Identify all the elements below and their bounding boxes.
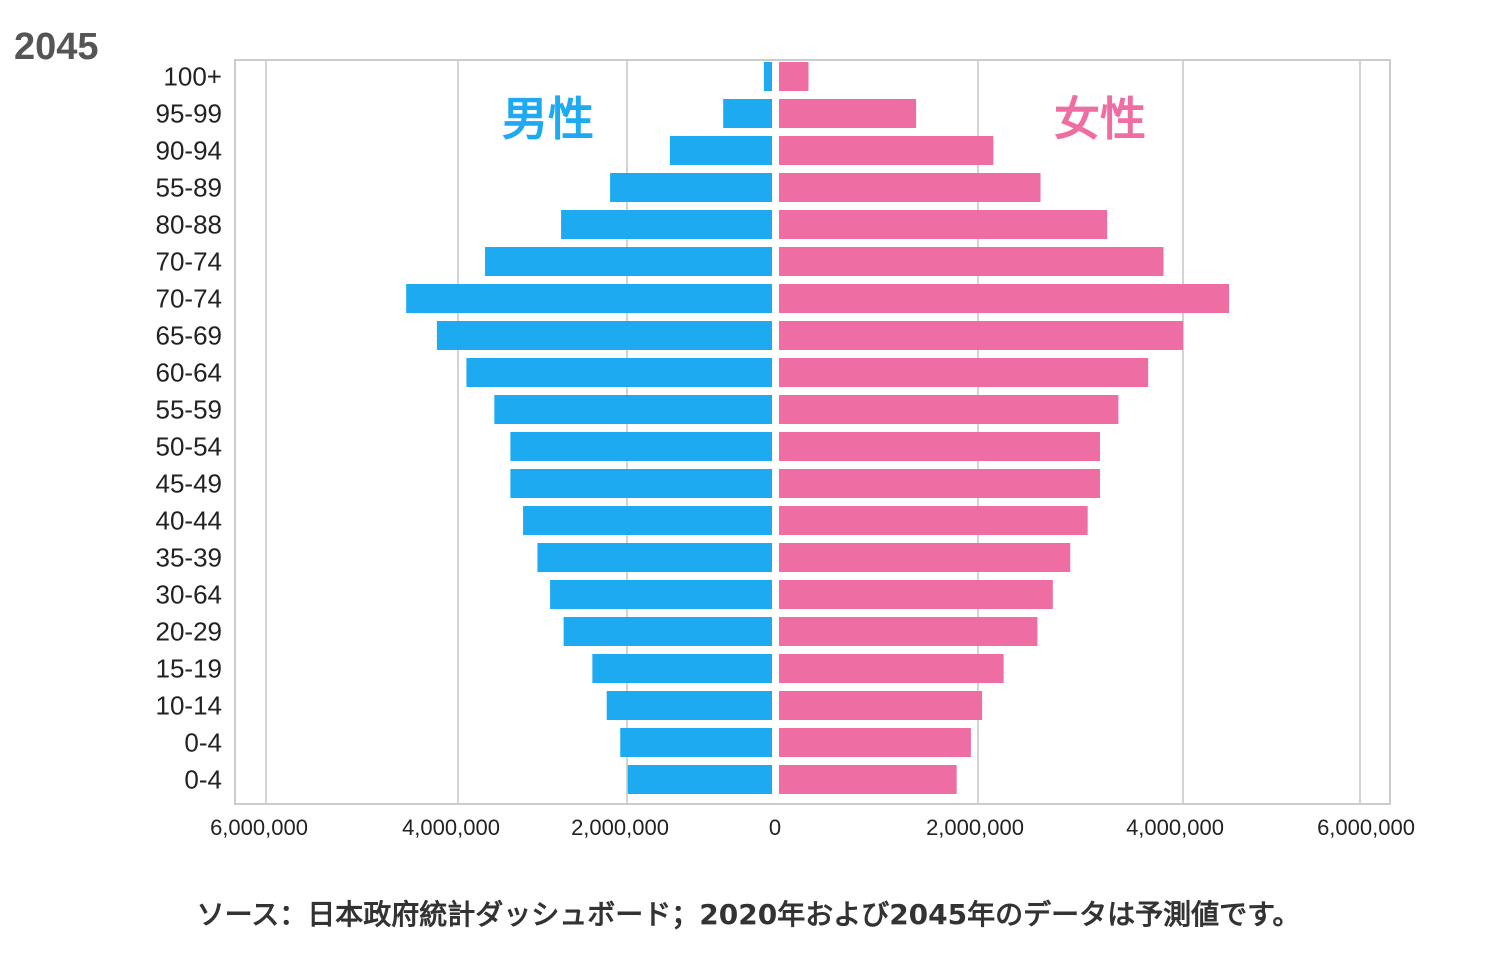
female-bar — [779, 654, 1004, 683]
y-tick-label: 40-44 — [156, 506, 223, 536]
y-tick-label: 95-99 — [156, 99, 223, 129]
year-title: 2045 — [14, 26, 99, 68]
y-tick-label: 100+ — [163, 62, 222, 92]
female-bar — [779, 765, 957, 794]
female-bar — [779, 728, 971, 757]
bars — [406, 62, 1230, 794]
y-tick-label: 50-54 — [156, 432, 223, 462]
male-bar — [563, 617, 772, 646]
male-bar — [592, 654, 772, 683]
y-tick-label: 30-64 — [156, 580, 223, 610]
female-bar — [779, 210, 1108, 239]
x-tick-label: 4,000,000 — [1126, 815, 1224, 840]
y-axis-labels: 100+ 95-99 90-94 55-89 80-88 70-74 70-74 65-69 6… — [156, 62, 223, 795]
y-tick-label: 15-19 — [156, 654, 223, 684]
x-tick-label: 6,000,000 — [1317, 815, 1415, 840]
male-bar — [510, 432, 772, 461]
female-bar — [779, 62, 809, 91]
x-axis-labels: 6,000,000 4,000,000 2,000,000 0 2,000,000 4,0… — [210, 815, 1415, 840]
female-bar — [779, 99, 917, 128]
y-tick-label: 60-64 — [156, 358, 223, 388]
y-tick-label: 35-39 — [156, 543, 223, 573]
female-bar — [779, 543, 1071, 572]
y-tick-label: 20-29 — [156, 617, 223, 647]
x-tick-label: 2,000,000 — [571, 815, 669, 840]
female-label: 女性 — [1054, 92, 1146, 146]
y-tick-label: 0-4 — [184, 765, 222, 795]
female-bar — [779, 321, 1183, 350]
male-bar — [627, 765, 772, 794]
male-bar — [606, 691, 772, 720]
x-tick-label-zero: 0 — [769, 815, 781, 840]
female-bar — [779, 358, 1149, 387]
female-bar — [779, 506, 1088, 535]
y-tick-label: 10-14 — [156, 691, 223, 721]
female-bar — [779, 469, 1100, 498]
female-bar — [779, 617, 1038, 646]
female-bar — [779, 691, 983, 720]
male-bar — [494, 395, 772, 424]
female-bar — [779, 580, 1053, 609]
male-bar — [723, 99, 772, 128]
female-bar — [779, 432, 1100, 461]
male-bar — [763, 62, 772, 91]
male-bar — [610, 173, 772, 202]
female-bar — [779, 395, 1119, 424]
y-tick-label: 90-94 — [156, 136, 223, 166]
y-tick-label: 45-49 — [156, 469, 223, 499]
male-bar — [550, 580, 772, 609]
male-bar — [523, 506, 772, 535]
y-tick-label: 65-69 — [156, 321, 223, 351]
female-bar — [779, 284, 1230, 313]
male-bar — [406, 284, 772, 313]
y-tick-label: 55-89 — [156, 173, 223, 203]
male-bar — [466, 358, 772, 387]
y-tick-label: 80-88 — [156, 210, 223, 240]
male-bar — [537, 543, 772, 572]
female-bar — [779, 173, 1041, 202]
source-caption: ソース：日本政府統計ダッシュボード；2020年および2045年のデータは予測値で… — [196, 898, 1301, 931]
x-tick-label: 4,000,000 — [402, 815, 500, 840]
x-tick-label: 6,000,000 — [210, 815, 308, 840]
male-bar — [561, 210, 772, 239]
male-bar — [510, 469, 772, 498]
male-bar — [669, 136, 772, 165]
male-bar — [620, 728, 772, 757]
female-bar — [779, 247, 1164, 276]
male-label: 男性 — [502, 92, 594, 146]
male-bar — [485, 247, 772, 276]
y-tick-label: 70-74 — [156, 247, 223, 277]
y-tick-label: 0-4 — [184, 728, 222, 758]
male-bar — [436, 321, 772, 350]
x-tick-label: 2,000,000 — [926, 815, 1024, 840]
y-tick-label: 55-59 — [156, 395, 223, 425]
y-tick-label: 70-74 — [156, 284, 223, 314]
population-pyramid-chart: 100+ 95-99 90-94 55-89 80-88 70-74 70-74 65-69 6… — [156, 59, 1415, 840]
female-bar — [779, 136, 994, 165]
